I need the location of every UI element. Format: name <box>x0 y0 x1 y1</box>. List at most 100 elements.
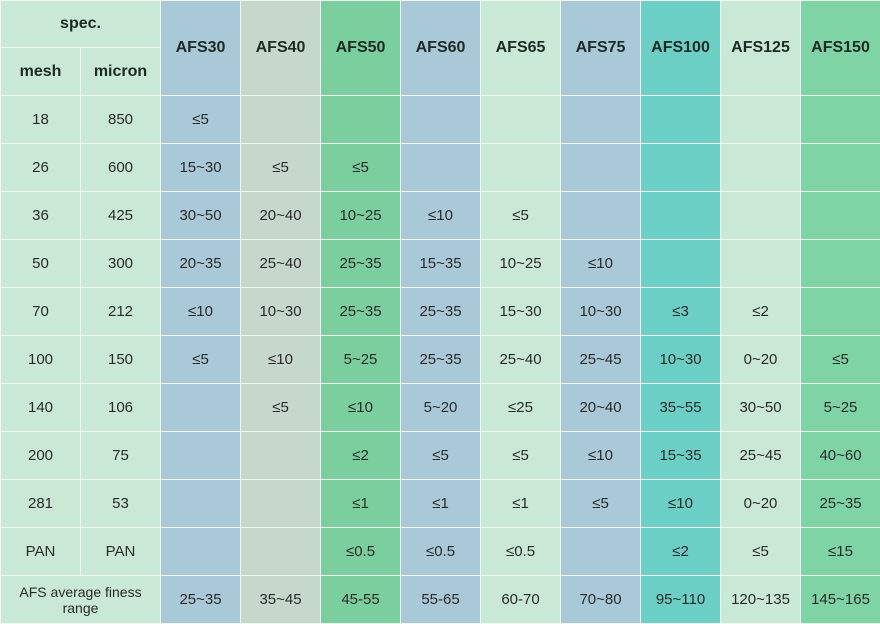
micron-cell: 300 <box>79 239 162 288</box>
value-cell: 25~45 <box>720 431 802 480</box>
value-cell <box>560 191 642 240</box>
value-cell: ≤2 <box>720 287 802 336</box>
value-cell: ≤5 <box>560 479 642 528</box>
value-cell <box>720 143 802 192</box>
average-range-cell: 70~80 <box>560 575 642 624</box>
value-cell: ≤0.5 <box>400 527 482 576</box>
grade-header-afs30: AFS30 <box>160 0 242 96</box>
value-cell <box>720 191 802 240</box>
value-cell: ≤10 <box>400 191 482 240</box>
value-cell <box>560 527 642 576</box>
mesh-cell: 140 <box>0 383 81 432</box>
spec-header: spec. <box>0 0 162 48</box>
afs-average-range-label: AFS average finess range <box>0 575 162 624</box>
value-cell: 20~40 <box>240 191 322 240</box>
micron-cell: 600 <box>79 143 162 192</box>
average-range-cell: 145~165 <box>800 575 880 624</box>
mesh-cell: 18 <box>0 95 81 144</box>
mesh-cell: 50 <box>0 239 81 288</box>
table-footer: AFS average finess range 25~35 35~45 45-55… <box>0 575 880 624</box>
micron-header: micron <box>79 47 162 96</box>
value-cell: ≤5 <box>320 143 402 192</box>
value-cell: ≤5 <box>480 191 562 240</box>
value-cell: ≤10 <box>240 335 322 384</box>
mesh-cell: 200 <box>0 431 81 480</box>
value-cell: 10~30 <box>240 287 322 336</box>
value-cell: 25~40 <box>480 335 562 384</box>
value-cell: ≤15 <box>800 527 880 576</box>
grade-header-afs40: AFS40 <box>240 0 322 96</box>
value-cell: 25~40 <box>240 239 322 288</box>
value-cell: 20~35 <box>160 239 242 288</box>
table-body: 18 850 ≤5 26 600 15~30 ≤5 ≤5 36 425 30~50 20~40 10~2… <box>0 95 880 576</box>
value-cell: 25~35 <box>320 287 402 336</box>
value-cell: ≤1 <box>480 479 562 528</box>
grade-header-afs50: AFS50 <box>320 0 402 96</box>
value-cell <box>320 95 402 144</box>
table-row: 50 300 20~35 25~40 25~35 15~35 10~25 ≤10 <box>0 239 880 288</box>
average-range-cell: 35~45 <box>240 575 322 624</box>
value-cell <box>560 95 642 144</box>
value-cell <box>160 431 242 480</box>
mesh-cell: 100 <box>0 335 81 384</box>
grade-header-afs125: AFS125 <box>720 0 802 96</box>
value-cell <box>800 287 880 336</box>
value-cell <box>720 239 802 288</box>
grade-header-afs65: AFS65 <box>480 0 562 96</box>
value-cell <box>480 143 562 192</box>
value-cell: ≤1 <box>400 479 482 528</box>
grade-header-afs75: AFS75 <box>560 0 642 96</box>
value-cell: 10~25 <box>320 191 402 240</box>
value-cell: 5~25 <box>320 335 402 384</box>
value-cell: ≤25 <box>480 383 562 432</box>
value-cell: 25~35 <box>320 239 402 288</box>
micron-cell: PAN <box>79 527 162 576</box>
value-cell: 5~20 <box>400 383 482 432</box>
value-cell <box>240 479 322 528</box>
value-cell: ≤10 <box>640 479 722 528</box>
value-cell: ≤5 <box>160 95 242 144</box>
value-cell <box>800 239 880 288</box>
value-cell <box>480 95 562 144</box>
value-cell: ≤5 <box>720 527 802 576</box>
value-cell: 25~35 <box>800 479 880 528</box>
value-cell: ≤10 <box>160 287 242 336</box>
value-cell <box>240 431 322 480</box>
value-cell <box>560 143 642 192</box>
value-cell: 25~45 <box>560 335 642 384</box>
value-cell <box>640 239 722 288</box>
value-cell: 0~20 <box>720 479 802 528</box>
value-cell: 30~50 <box>160 191 242 240</box>
value-cell: ≤10 <box>560 431 642 480</box>
value-cell <box>800 143 880 192</box>
micron-cell: 75 <box>79 431 162 480</box>
grade-header-afs150: AFS150 <box>800 0 880 96</box>
value-cell <box>240 95 322 144</box>
value-cell: ≤5 <box>240 143 322 192</box>
average-range-cell: 45-55 <box>320 575 402 624</box>
value-cell: 5~25 <box>800 383 880 432</box>
mesh-header: mesh <box>0 47 81 96</box>
average-range-cell: 60-70 <box>480 575 562 624</box>
mesh-cell: 26 <box>0 143 81 192</box>
value-cell: 15~30 <box>480 287 562 336</box>
value-cell: ≤0.5 <box>480 527 562 576</box>
micron-cell: 53 <box>79 479 162 528</box>
average-range-cell: 95~110 <box>640 575 722 624</box>
value-cell: ≤10 <box>320 383 402 432</box>
value-cell: ≤2 <box>320 431 402 480</box>
value-cell: 15~35 <box>400 239 482 288</box>
table-row: 281 53 ≤1 ≤1 ≤1 ≤5 ≤10 0~20 25~35 <box>0 479 880 528</box>
value-cell <box>240 527 322 576</box>
value-cell: 0~20 <box>720 335 802 384</box>
value-cell: ≤5 <box>400 431 482 480</box>
table-row: 70 212 ≤10 10~30 25~35 25~35 15~30 10~30 ≤3 ≤2 <box>0 287 880 336</box>
value-cell <box>640 143 722 192</box>
micron-cell: 106 <box>79 383 162 432</box>
mesh-cell: 70 <box>0 287 81 336</box>
value-cell: ≤10 <box>560 239 642 288</box>
average-range-cell: 25~35 <box>160 575 242 624</box>
value-cell: 15~30 <box>160 143 242 192</box>
table-row: PAN PAN ≤0.5 ≤0.5 ≤0.5 ≤2 ≤5 ≤15 <box>0 527 880 576</box>
value-cell: 15~35 <box>640 431 722 480</box>
